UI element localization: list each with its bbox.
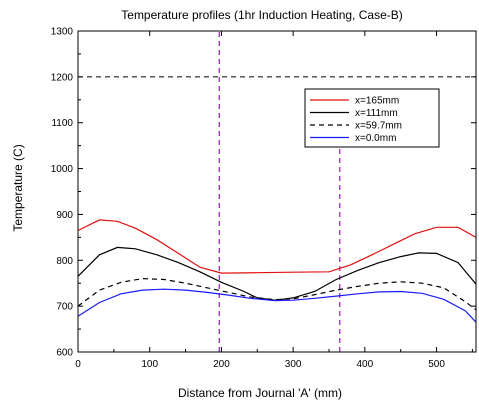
y-tick-label: 900	[56, 210, 73, 221]
legend-label: x=0.0mm	[355, 133, 396, 144]
x-tick-label: 500	[428, 359, 445, 370]
series-lines	[77, 219, 477, 323]
y-tick-label: 700	[56, 302, 73, 313]
legend-label: x=165mm	[355, 96, 399, 107]
y-tick-label: 1300	[51, 27, 74, 38]
series-line-0	[77, 219, 477, 274]
y-tick-label: 600	[56, 348, 73, 359]
x-tick-label: 300	[285, 359, 302, 370]
x-axis-title: Distance from Journal 'A' (mm)	[178, 386, 342, 400]
x-tick-label: 200	[213, 359, 230, 370]
x-tick-label: 100	[141, 359, 158, 370]
y-tick-label: 800	[56, 256, 73, 267]
axis-ticks: 0 100 200 300 400 500 600 700 800 900 1000 1100 1200…	[51, 27, 476, 370]
legend-label: x=111mm	[355, 108, 398, 119]
legend-label: x=59.7mm	[355, 121, 402, 132]
chart-title: Temperature profiles (1hr Induction Heat…	[121, 8, 402, 22]
series-line-3	[77, 288, 477, 323]
x-tick-label: 400	[357, 359, 374, 370]
y-tick-label: 1200	[51, 72, 74, 83]
y-axis-title: Temperature (C)	[11, 144, 25, 231]
plot-frame	[77, 30, 477, 353]
x-tick-label: 0	[75, 359, 81, 370]
y-tick-label: 1100	[51, 118, 73, 129]
reference-lines	[78, 31, 476, 352]
y-tick-label: 1000	[51, 164, 74, 175]
series-line-2	[77, 277, 477, 311]
